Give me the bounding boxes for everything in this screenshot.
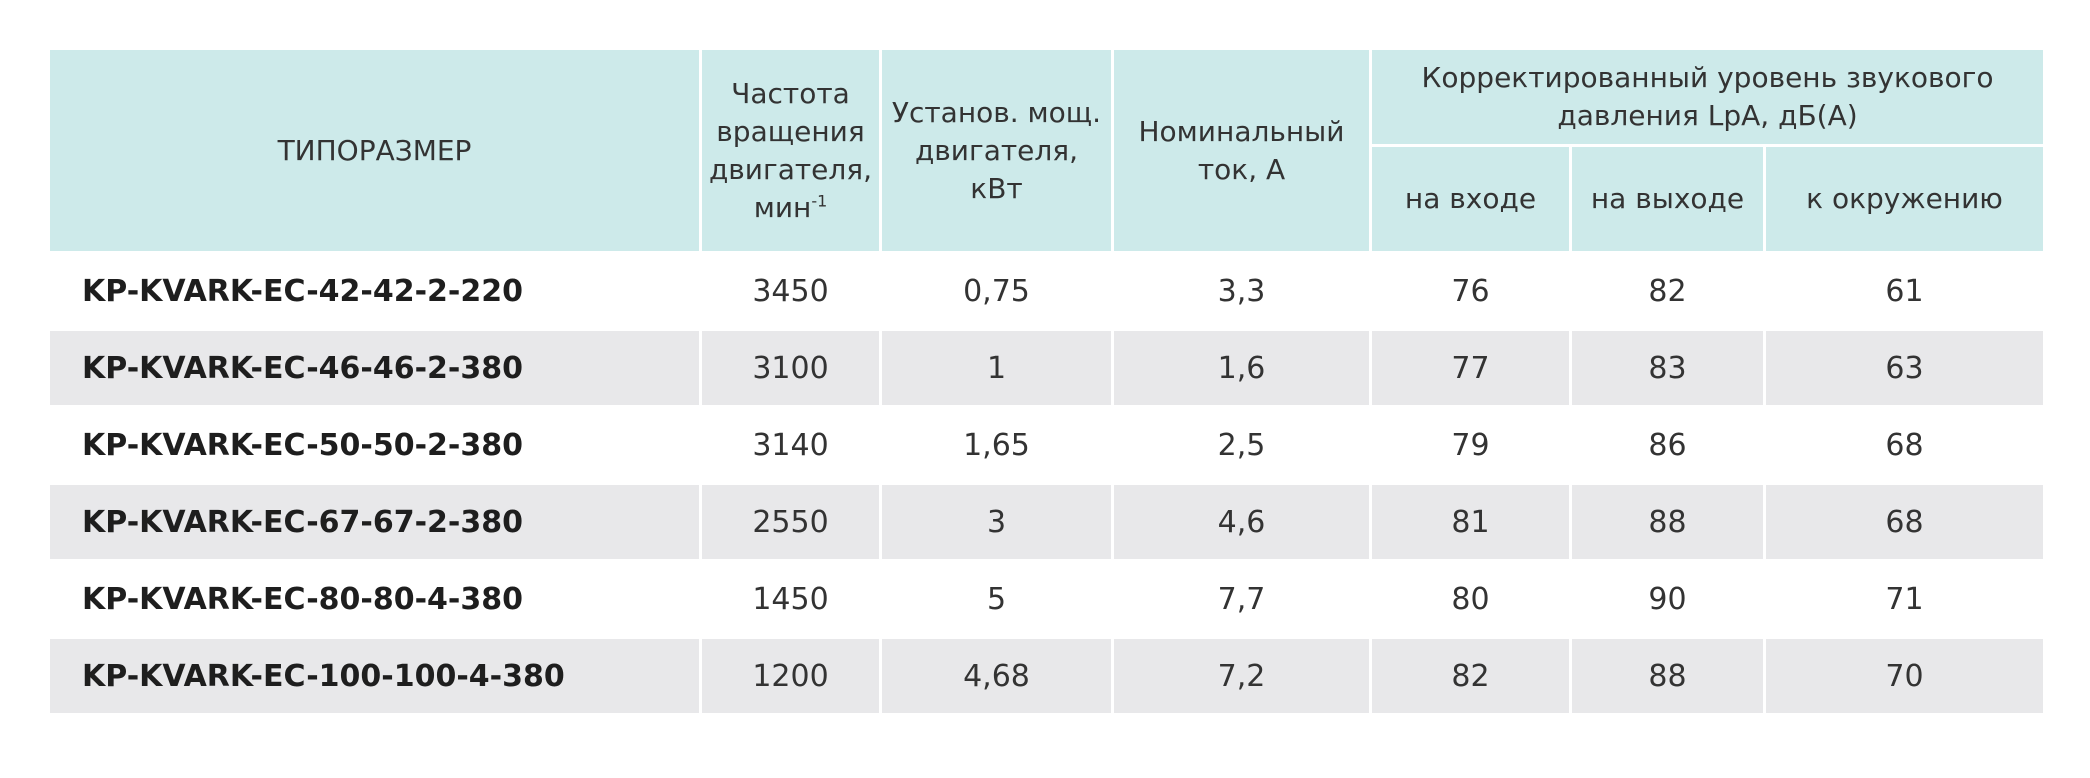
cell-sound-in: 77 xyxy=(1369,328,1572,408)
table-row: KP-KVARK-EC-100-100-4-380 1200 4,68 7,2 … xyxy=(47,636,2047,716)
header-power-line: Установ. мощ. xyxy=(891,95,1102,129)
table-row: KP-KVARK-EC-50-50-2-380 3140 1,65 2,5 79… xyxy=(47,405,2047,485)
header-sound-group: Корректированный уровень звукового давле… xyxy=(1368,47,2047,147)
header-sound-in: на входе xyxy=(1369,144,1572,254)
cell-sound-in: 82 xyxy=(1369,636,1572,716)
cell-current: 4,6 xyxy=(1111,482,1372,562)
header-rpm-unit-sup: -1 xyxy=(811,191,828,211)
cell-model: KP-KVARK-EC-46-46-2-380 xyxy=(47,328,702,408)
cell-rpm: 2550 xyxy=(699,482,882,562)
cell-current: 3,3 xyxy=(1111,251,1372,331)
cell-rpm: 3140 xyxy=(699,405,882,485)
header-model: ТИПОРАЗМЕР xyxy=(47,47,702,254)
cell-sound-env: 68 xyxy=(1762,482,2047,562)
cell-sound-out: 90 xyxy=(1569,559,1766,639)
cell-rpm: 3100 xyxy=(699,328,882,408)
header-model-label: ТИПОРАЗМЕР xyxy=(277,133,472,167)
header-power-line: двигателя, xyxy=(914,133,1079,167)
header-sound-env: к окружению xyxy=(1762,144,2047,254)
table-row: KP-KVARK-EC-46-46-2-380 3100 1 1,6 77 83… xyxy=(47,328,2047,408)
cell-model: KP-KVARK-EC-42-42-2-220 xyxy=(47,251,702,331)
header-rpm: Частота вращения двигателя, мин-1 xyxy=(699,47,882,254)
cell-rpm: 1450 xyxy=(699,559,882,639)
cell-rpm: 1200 xyxy=(699,636,882,716)
cell-sound-env: 68 xyxy=(1762,405,2047,485)
cell-sound-in: 80 xyxy=(1369,559,1572,639)
cell-sound-env: 63 xyxy=(1762,328,2047,408)
table-body: KP-KVARK-EC-42-42-2-220 3450 0,75 3,3 76… xyxy=(47,251,2047,716)
header-rpm-line: двигателя, xyxy=(708,152,873,186)
spec-table: ТИПОРАЗМЕР Частота вращения двигателя, м… xyxy=(47,47,2047,716)
table-row: KP-KVARK-EC-80-80-4-380 1450 5 7,7 80 90… xyxy=(47,559,2047,639)
cell-sound-out: 88 xyxy=(1569,482,1766,562)
cell-model: KP-KVARK-EC-80-80-4-380 xyxy=(47,559,702,639)
cell-sound-in: 79 xyxy=(1369,405,1572,485)
cell-rpm: 3450 xyxy=(699,251,882,331)
header-rpm-unit-text: мин xyxy=(753,190,812,224)
cell-sound-env: 61 xyxy=(1762,251,2047,331)
header-rpm-unit: мин-1 xyxy=(702,189,879,227)
table-header: ТИПОРАЗМЕР Частота вращения двигателя, м… xyxy=(47,47,2047,254)
cell-current: 1,6 xyxy=(1111,328,1372,408)
header-sound-line: Корректированный уровень звукового xyxy=(1421,61,1994,94)
header-power: Установ. мощ. двигателя, кВт xyxy=(879,47,1114,254)
table-row: KP-KVARK-EC-67-67-2-380 2550 3 4,6 81 88… xyxy=(47,482,2047,562)
cell-power: 0,75 xyxy=(879,251,1114,331)
cell-sound-in: 81 xyxy=(1369,482,1572,562)
cell-sound-in: 76 xyxy=(1369,251,1572,331)
cell-model: KP-KVARK-EC-100-100-4-380 xyxy=(47,636,702,716)
header-current-line: ток, А xyxy=(1197,152,1286,186)
header-current-line: Номинальный xyxy=(1138,114,1345,148)
cell-current: 7,2 xyxy=(1111,636,1372,716)
cell-sound-env: 70 xyxy=(1762,636,2047,716)
spec-table-container: ТИПОРАЗМЕР Частота вращения двигателя, м… xyxy=(47,47,2047,716)
cell-power: 1,65 xyxy=(879,405,1114,485)
cell-current: 7,7 xyxy=(1111,559,1372,639)
cell-sound-env: 71 xyxy=(1762,559,2047,639)
cell-model: KP-KVARK-EC-50-50-2-380 xyxy=(47,405,702,485)
cell-model: KP-KVARK-EC-67-67-2-380 xyxy=(47,482,702,562)
cell-power: 4,68 xyxy=(879,636,1114,716)
cell-power: 3 xyxy=(879,482,1114,562)
header-power-line: кВт xyxy=(970,171,1023,205)
header-sound-out: на выходе xyxy=(1569,144,1766,254)
cell-power: 5 xyxy=(879,559,1114,639)
cell-sound-out: 83 xyxy=(1569,328,1766,408)
cell-sound-out: 82 xyxy=(1569,251,1766,331)
header-rpm-line: Частота xyxy=(731,76,850,110)
header-sound-line: давления LpA, дБ(А) xyxy=(1557,99,1858,132)
header-current: Номинальный ток, А xyxy=(1111,47,1372,254)
cell-power: 1 xyxy=(879,328,1114,408)
cell-sound-out: 88 xyxy=(1569,636,1766,716)
table-row: KP-KVARK-EC-42-42-2-220 3450 0,75 3,3 76… xyxy=(47,251,2047,331)
cell-sound-out: 86 xyxy=(1569,405,1766,485)
cell-current: 2,5 xyxy=(1111,405,1372,485)
header-rpm-line: вращения xyxy=(716,114,865,148)
